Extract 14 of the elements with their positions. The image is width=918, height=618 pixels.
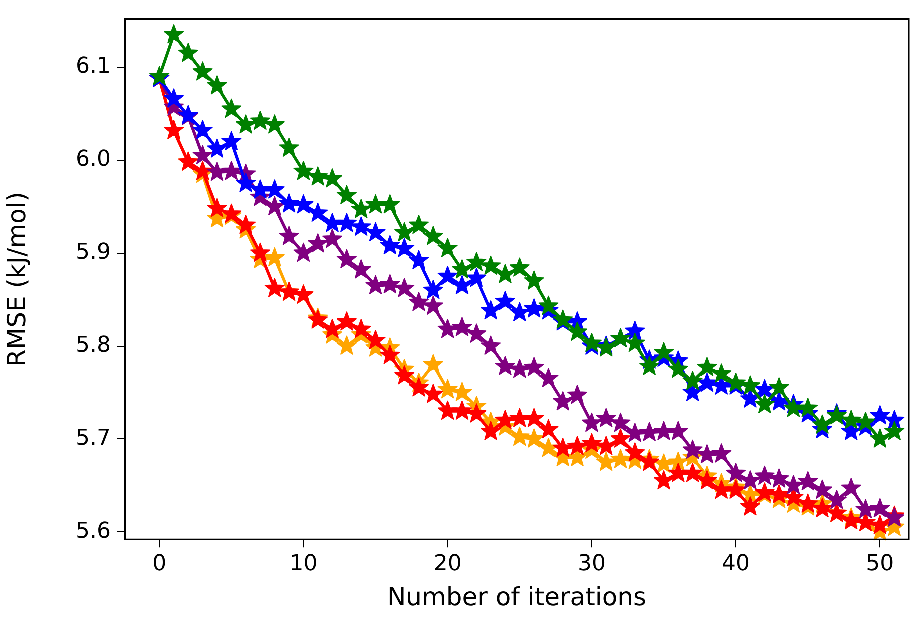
y-tick-label: 6.1 (76, 54, 111, 80)
y-tick-label: 5.7 (76, 426, 111, 451)
y-tick-label: 5.8 (76, 333, 111, 358)
x-axis-title: Number of iterations (387, 582, 647, 612)
x-tick-label: 30 (578, 552, 606, 577)
y-axis-title: RMSE (kJ/mol) (2, 192, 32, 367)
y-tick-label: 6.0 (76, 147, 111, 172)
x-tick-label: 40 (722, 552, 750, 577)
x-tick-label: 0 (152, 552, 167, 577)
x-tick-label: 50 (866, 552, 894, 577)
x-tick-label: 10 (290, 552, 318, 577)
y-tick-label: 5.9 (76, 240, 111, 266)
y-tick-label: 5.6 (76, 518, 111, 544)
x-tick-label: 20 (434, 552, 462, 577)
